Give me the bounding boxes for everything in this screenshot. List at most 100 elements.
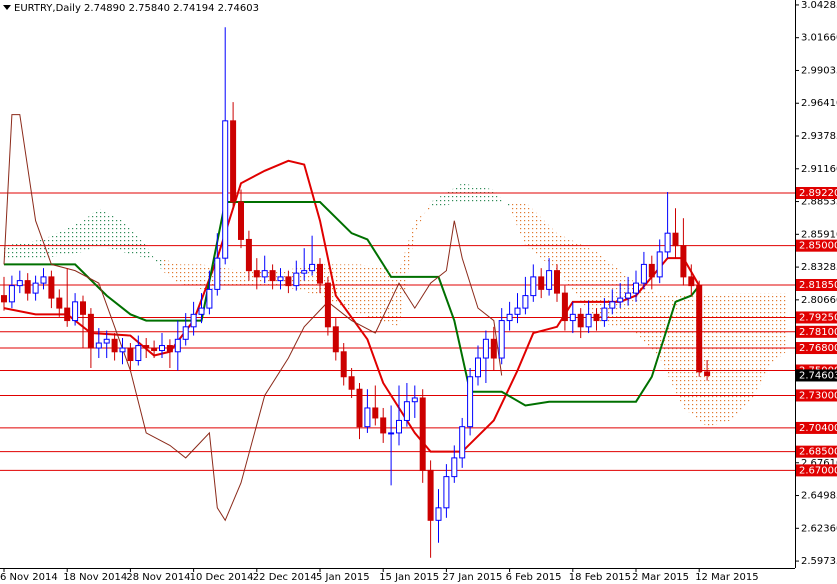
indicator-line [3, 159, 701, 453]
candle-body [388, 432, 395, 435]
candle-body [206, 288, 213, 309]
candle-body [403, 401, 410, 421]
candle-body [174, 338, 181, 353]
candle-body [664, 232, 671, 253]
candle-body [277, 276, 284, 282]
candle-body [253, 270, 260, 278]
y-tick-label: 2.88535 [801, 197, 837, 208]
x-tick-label: 6 Nov 2014 [0, 572, 58, 583]
candle-body [411, 397, 418, 403]
candle-body [633, 282, 639, 294]
candle-body [245, 238, 252, 272]
level-label: 2.81850 [799, 280, 837, 291]
candle-body [680, 245, 687, 278]
candle-body [640, 263, 647, 284]
cloud-segment [4, 239, 44, 259]
cloud-segment [177, 264, 202, 290]
cloud-segment [683, 295, 708, 427]
candle-body [198, 307, 205, 315]
candle-body [435, 507, 442, 521]
level-label: 2.76800 [799, 343, 837, 354]
level-label: 2.67000 [799, 465, 837, 476]
candle-body [419, 397, 426, 471]
candle-body [222, 120, 229, 259]
y-tick-label: 2.83285 [801, 262, 837, 273]
level-label-box [796, 421, 837, 434]
level-label-box [796, 278, 837, 291]
x-tick-label: 27 Jan 2015 [442, 572, 502, 583]
candle-body [348, 376, 355, 390]
cloud-segment [43, 220, 83, 259]
price-label: 2.74603 [799, 370, 837, 381]
cloud-segment [162, 258, 178, 284]
y-tick-label: 2.93785 [801, 131, 837, 142]
cloud-segment [98, 208, 123, 252]
y-tick-label: 2.64985 [801, 491, 837, 502]
candle-body [514, 307, 521, 315]
candle-body [530, 276, 537, 297]
candle-body [459, 426, 466, 459]
candle-body [538, 276, 545, 290]
candle-body [585, 313, 592, 328]
candle-body [95, 342, 102, 349]
candle-body [380, 417, 387, 434]
candle-body [238, 201, 244, 240]
cloud-segment [280, 264, 320, 296]
y-tick-label: 2.80660 [801, 295, 837, 306]
level-label-box [796, 325, 837, 338]
x-tick-label: 18 Feb 2015 [569, 572, 631, 583]
candle-body [317, 263, 323, 284]
y-tick-label: 3.01660 [801, 33, 837, 44]
candle-body [427, 469, 434, 521]
candle-body [546, 270, 553, 290]
candle-body [87, 313, 94, 349]
level-label: 2.79250 [799, 312, 837, 323]
candle-body [182, 326, 189, 340]
cloud-segment [122, 220, 147, 259]
candle-body [293, 272, 300, 287]
candle-body [443, 476, 450, 509]
candle-body [672, 232, 679, 247]
level-label-box [796, 239, 837, 252]
price-label-box [796, 369, 837, 382]
candle-body [143, 345, 150, 349]
level-label-box [796, 389, 837, 402]
candle-body [159, 345, 165, 352]
y-tick-label: 2.99035 [801, 65, 837, 76]
level-label: 2.78100 [799, 327, 837, 338]
candle-body [72, 301, 79, 322]
candle-body [16, 280, 23, 287]
candle-body [48, 276, 55, 299]
cloud-segment [509, 201, 526, 246]
candle-body [166, 345, 173, 353]
candle-body [522, 295, 529, 309]
candle-body [332, 326, 339, 353]
y-tick-label: 2.91160 [801, 164, 837, 175]
level-label-box [796, 342, 837, 355]
cloud-segment [83, 208, 99, 252]
candle-body [230, 120, 237, 203]
cloud-segment [659, 295, 684, 408]
cloud-segment [557, 233, 597, 321]
level-label: 2.68500 [799, 447, 837, 458]
candle-body [561, 292, 568, 322]
candle-body [285, 276, 292, 287]
level-label: 2.89220 [799, 188, 837, 199]
cloud-segment [399, 220, 415, 327]
level-label-box [796, 445, 837, 458]
y-tick-label: 2.62360 [801, 523, 837, 534]
candle-body [301, 270, 308, 274]
candle-body [569, 313, 576, 322]
menu-arrow[interactable] [3, 5, 11, 10]
candle-body [609, 301, 616, 309]
candle-body [467, 376, 474, 428]
candle-body [135, 345, 142, 362]
x-tick-label: 5 Jan 2015 [316, 572, 370, 583]
candle-body [625, 292, 632, 299]
level-label: 2.73000 [799, 390, 837, 401]
cloud-segment [493, 189, 510, 209]
candle-body [190, 313, 197, 328]
candle-body [32, 282, 39, 294]
x-tick-label: 18 Nov 2014 [63, 572, 127, 583]
